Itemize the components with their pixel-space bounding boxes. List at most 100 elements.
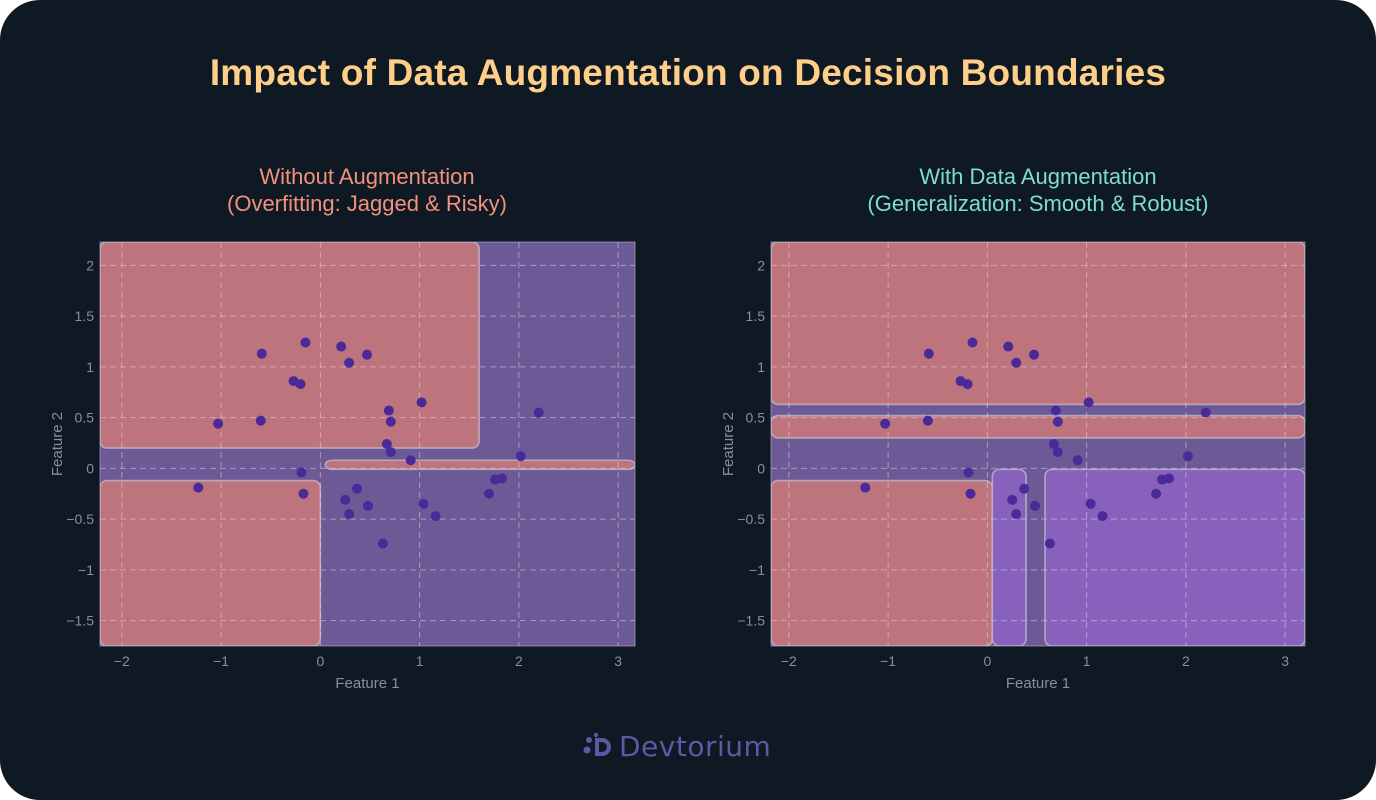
data-point — [1083, 397, 1094, 408]
page-title: Impact of Data Augmentation on Decision … — [209, 52, 1167, 93]
data-point — [430, 511, 441, 522]
x-tick-label: 1 — [416, 653, 424, 669]
data-point — [362, 500, 373, 511]
y-tick-label: −1 — [78, 562, 94, 578]
decision-region-red — [100, 242, 480, 449]
data-point — [965, 488, 976, 499]
data-point — [340, 494, 351, 505]
data-point — [923, 348, 934, 359]
data-point — [922, 415, 933, 426]
data-point — [1097, 511, 1108, 522]
y-tick-label: 1.5 — [746, 308, 766, 324]
x-tick-label: −1 — [880, 653, 896, 669]
plot-area — [771, 242, 1305, 646]
x-tick-label: 3 — [614, 653, 622, 669]
chart-panel-2: With Data Augmentation(Generalization: S… — [720, 164, 1306, 692]
y-tick-label: 0.5 — [75, 410, 95, 426]
decision-region-red — [771, 414, 1305, 439]
x-tick-label: 1 — [1083, 653, 1091, 669]
y-tick-label: −1.5 — [66, 613, 94, 629]
brand-logo: Devtorium — [583, 726, 771, 766]
data-point — [1151, 488, 1162, 499]
data-point — [362, 349, 373, 360]
data-point — [385, 447, 396, 458]
data-point — [336, 341, 347, 352]
data-point — [1030, 500, 1041, 511]
data-point — [405, 455, 416, 466]
y-tick-label: −1 — [749, 562, 765, 578]
data-point — [295, 379, 306, 390]
plot-frame — [99, 241, 636, 647]
data-point — [383, 405, 394, 416]
data-point — [344, 357, 355, 368]
data-point — [416, 397, 427, 408]
data-point — [300, 337, 311, 348]
y-tick-label: −0.5 — [737, 511, 765, 527]
data-point — [484, 488, 495, 499]
data-point — [967, 337, 978, 348]
brand-name: Devtorium — [619, 729, 772, 763]
data-point — [962, 379, 973, 390]
x-tick-label: −2 — [781, 653, 797, 669]
data-point — [1048, 439, 1059, 449]
x-tick-label: 2 — [1182, 653, 1190, 669]
y-tick-label: 1.5 — [75, 308, 95, 324]
y-tick-label: −0.5 — [66, 511, 94, 527]
data-point — [377, 538, 388, 549]
grid — [771, 242, 1305, 646]
data-point — [1011, 357, 1022, 368]
chart-title: Without Augmentation — [259, 164, 474, 189]
plot-area — [100, 242, 635, 646]
data-point — [1011, 509, 1022, 520]
data-point — [880, 418, 891, 429]
decision-region-red — [771, 479, 994, 646]
grid — [100, 242, 635, 646]
data-point — [352, 483, 363, 494]
y-axis-label: Feature 2 — [720, 412, 737, 476]
data-point — [1182, 451, 1193, 462]
decision-region-red — [100, 479, 322, 646]
data-point — [385, 416, 396, 427]
chart-subtitle: (Overfitting: Jagged & Risky) — [227, 191, 507, 216]
data-point — [1052, 447, 1063, 458]
data-point — [515, 451, 526, 462]
x-tick-label: 0 — [316, 653, 324, 669]
data-point — [298, 488, 309, 499]
chart-panel-1: Without Augmentation(Overfitting: Jagged… — [49, 164, 636, 692]
decision-region-red — [771, 242, 1305, 406]
data-point — [1003, 341, 1014, 352]
data-point — [344, 509, 355, 520]
data-point — [963, 467, 974, 478]
y-tick-label: 2 — [757, 257, 765, 273]
data-point — [213, 418, 224, 429]
x-tick-label: −2 — [114, 653, 130, 669]
x-tick-label: 0 — [983, 653, 991, 669]
devtorium-logo-icon — [583, 732, 611, 756]
y-tick-label: 1 — [86, 359, 94, 375]
y-tick-label: 0 — [86, 460, 94, 476]
data-point — [1029, 349, 1040, 360]
data-point — [533, 407, 544, 418]
data-point — [496, 473, 507, 484]
data-point — [193, 482, 204, 493]
decision-region-red — [324, 459, 635, 471]
y-tick-label: 0.5 — [746, 410, 766, 426]
chart-title: With Data Augmentation — [919, 164, 1156, 189]
data-point — [1164, 473, 1175, 484]
decision-region-purple — [1044, 468, 1305, 646]
data-point — [1019, 483, 1030, 494]
x-axis-label: Feature 1 — [1006, 675, 1070, 692]
data-point — [860, 482, 871, 493]
data-point — [1052, 416, 1063, 427]
data-point — [1044, 538, 1055, 549]
x-tick-label: 2 — [515, 653, 523, 669]
data-point — [1085, 498, 1096, 509]
data-point — [1050, 405, 1061, 416]
plot-frame — [770, 241, 1306, 647]
y-tick-label: −1.5 — [737, 613, 765, 629]
data-point — [1200, 407, 1211, 418]
y-tick-label: 2 — [86, 257, 94, 273]
chart-subtitle: (Generalization: Smooth & Robust) — [867, 191, 1208, 216]
